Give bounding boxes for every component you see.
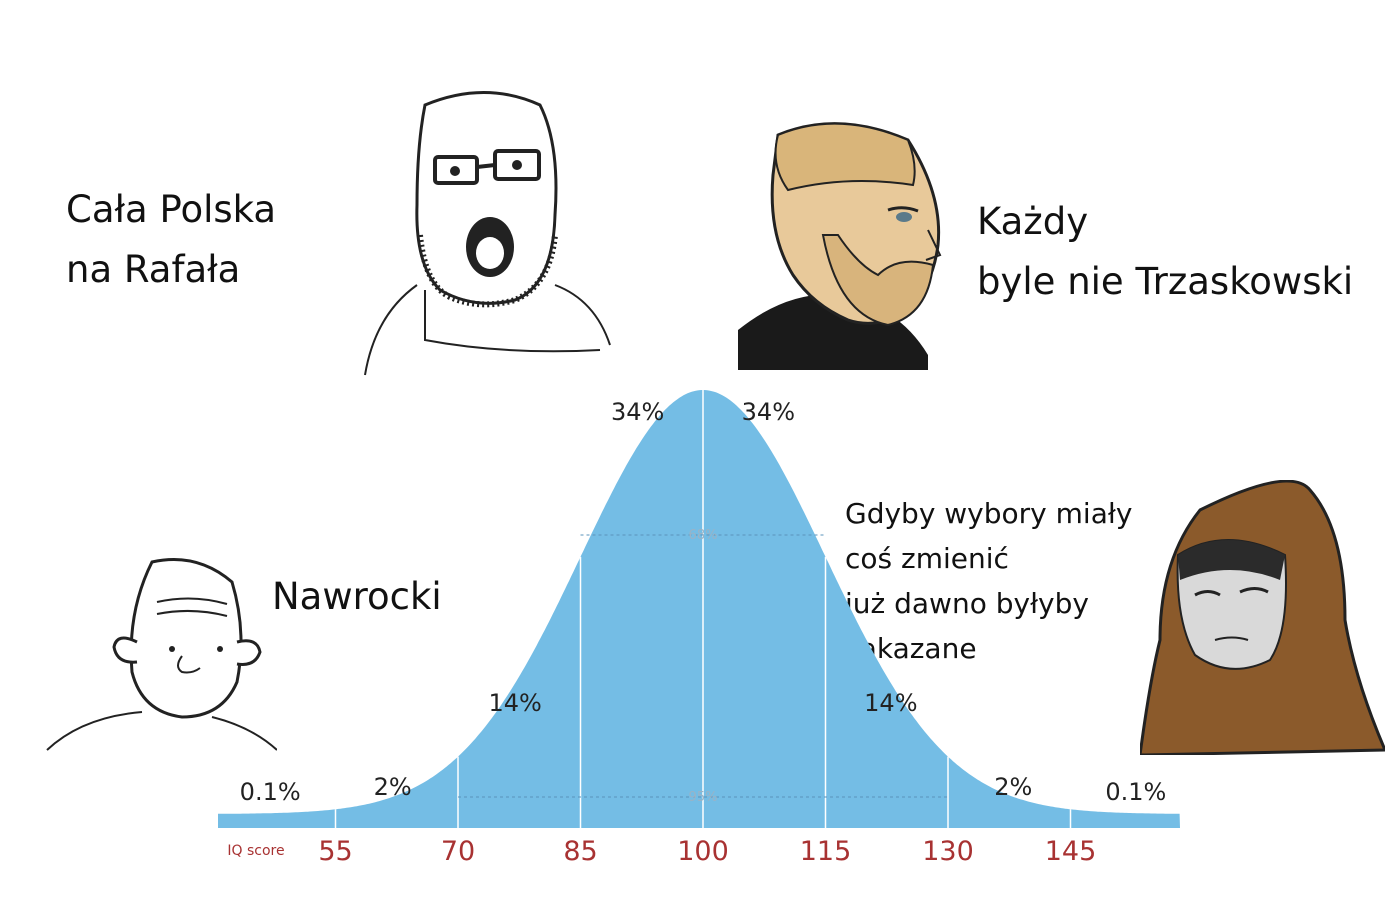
caption-line: na Rafała (66, 248, 241, 291)
caption-line: coś zmienić (845, 542, 1009, 575)
curve-area (218, 390, 1180, 828)
band-label: 34% (742, 398, 795, 426)
caption-top-left: Cała Polska na Rafała (66, 180, 276, 300)
tick-label: 115 (800, 836, 852, 867)
tick-label: 130 (922, 836, 974, 867)
range-label: 68% (689, 528, 718, 543)
range-label: 95% (689, 790, 718, 805)
band-label: 2% (374, 773, 412, 801)
caption-top-right: Każdy byle nie Trzaskowski (977, 192, 1353, 312)
caption-line: byle nie Trzaskowski (977, 260, 1354, 303)
band-label: 14% (488, 689, 541, 717)
tick-label: 100 (677, 836, 729, 867)
tick-label: 145 (1045, 836, 1097, 867)
caption-line: Gdyby wybory miały (845, 497, 1133, 530)
band-label: 2% (994, 773, 1032, 801)
tick-label: 55 (318, 836, 352, 867)
caption-line: Cała Polska (66, 188, 277, 231)
caption-line: już dawno byłyby (845, 587, 1089, 620)
chad-beard-icon (738, 122, 942, 370)
caption-line: Każdy (977, 200, 1089, 243)
band-label: 0.1% (240, 778, 301, 806)
axis-label: IQ score (227, 843, 284, 859)
band-label: 0.1% (1105, 778, 1166, 806)
tick-label: 70 (441, 836, 475, 867)
soyjak-glasses-icon (364, 91, 611, 376)
band-label: 34% (611, 398, 664, 426)
wojak-simple-icon (46, 558, 277, 751)
caption-left: Nawrocki (272, 575, 442, 618)
hooded-doomer-icon (1140, 480, 1385, 755)
tick-label: 85 (563, 836, 597, 867)
band-label: 14% (864, 689, 917, 717)
